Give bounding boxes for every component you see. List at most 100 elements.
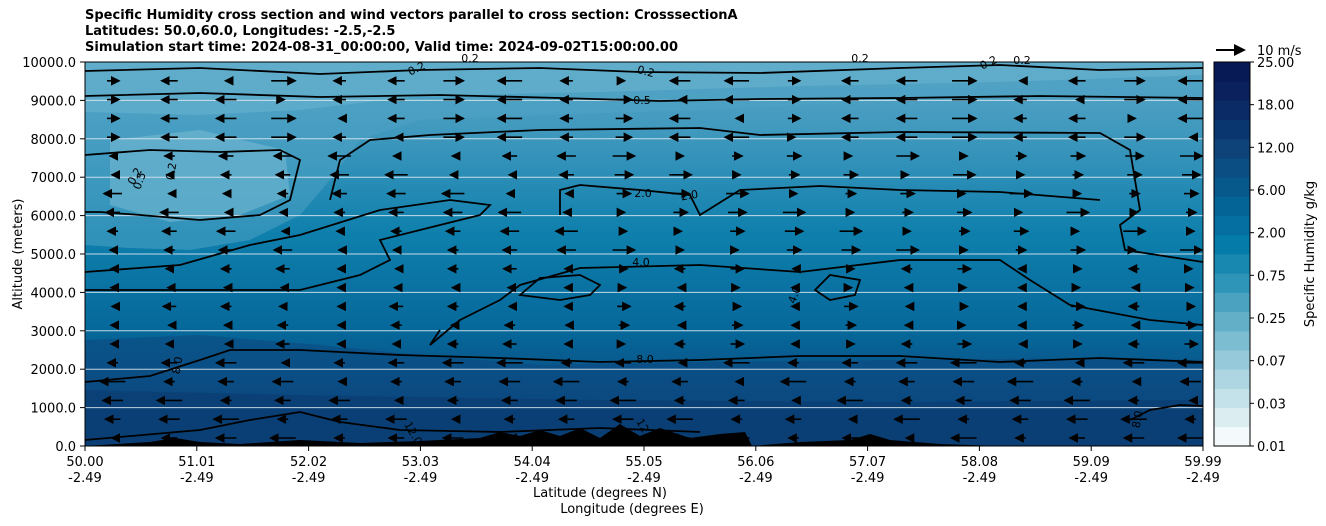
y-tick-label: 0.0: [55, 440, 76, 455]
colorbar-tick-label: 25.00: [1257, 56, 1294, 71]
colorbar-swatch: [1214, 62, 1250, 82]
colorbar-swatch: [1214, 177, 1250, 197]
colorbar-tick-label: 6.00: [1257, 184, 1286, 199]
contour-label: 2.0: [634, 187, 652, 200]
y-tick-label: 1000.0: [31, 402, 77, 417]
x-tick-label-latitude: 54.04: [514, 455, 551, 470]
colorbar-swatch: [1214, 254, 1250, 274]
chart-title: Specific Humidity cross section and wind…: [85, 8, 738, 56]
y-tick-label: 4000.0: [31, 286, 77, 301]
contour-label: 0.5: [131, 170, 149, 191]
contour-4.0-island-2: [813, 274, 862, 301]
very-moist-region: [85, 390, 1203, 446]
contour-8.0-right: [1129, 404, 1204, 421]
x-tick-label-latitude: 51.01: [178, 455, 215, 470]
contour-label: 8.0: [636, 353, 654, 366]
x-tick-label-longitude: -2.49: [404, 471, 438, 486]
contour-label: 8.0: [170, 356, 186, 375]
wind-reference-label: 10 m/s: [1257, 44, 1302, 59]
contour-label: 0.2: [851, 52, 869, 65]
contour-label: 4.0: [632, 256, 650, 269]
colorbar-tick-label: 12.00: [1257, 141, 1294, 156]
colorbar-swatch: [1214, 292, 1250, 313]
y-tick-label: 10000.0: [22, 56, 76, 71]
contour-4.0: [429, 259, 1204, 346]
contour-2.0-mid: [559, 184, 1101, 217]
colorbar-swatch: [1214, 426, 1250, 447]
wind-vectors: [98, 76, 1204, 443]
x-tick-label-longitude: -2.49: [627, 471, 661, 486]
x-tick-label-longitude: -2.49: [515, 471, 549, 486]
colorbar-swatch: [1214, 311, 1250, 332]
x-tick-label-latitude: 50.00: [66, 455, 103, 470]
x-axis-label-longitude: Longitude (degrees E): [560, 502, 704, 517]
x-tick-label-latitude: 53.03: [402, 455, 439, 470]
colorbar-swatch: [1214, 350, 1250, 370]
y-axis-label: Altitude (meters): [11, 199, 26, 310]
x-tick-label-longitude: -2.49: [292, 471, 326, 486]
colorbar-swatch: [1214, 158, 1250, 178]
x-tick-label-latitude: 52.02: [290, 455, 327, 470]
contour-0.5-left: [84, 149, 302, 221]
title-line-2: Latitudes: 50.0,60.0, Longitudes: -2.5,-…: [85, 24, 396, 39]
contour-label: 0.2: [1013, 54, 1031, 67]
contour-8.0: [84, 349, 1204, 383]
colorbar-tick-label: 18.00: [1257, 99, 1294, 114]
y-tick-label: 8000.0: [31, 133, 77, 148]
colorbar-swatch: [1214, 369, 1250, 389]
colorbar-swatch: [1214, 138, 1250, 159]
wind-reference-key: 10 m/s: [1216, 44, 1302, 59]
colorbar-swatch: [1214, 100, 1250, 121]
contour-4.0-island: [517, 274, 602, 301]
x-tick-label-longitude: -2.49: [963, 471, 997, 486]
colorbar-swatch: [1214, 234, 1250, 255]
contour-label: 0.5: [633, 94, 651, 107]
colorbar-tick-label: 0.01: [1257, 440, 1286, 455]
y-tick-label: 3000.0: [31, 325, 77, 340]
colorbar-swatch: [1214, 330, 1250, 351]
x-tick-label-latitude: 55.05: [625, 455, 662, 470]
title-line-3: Simulation start time: 2024-08-31_00:00:…: [85, 40, 678, 55]
plot-area: 0.20.20.20.2 0.2 0.20.50.52.0 2.04.04.08.0 8…: [84, 52, 1204, 447]
contour-2.0-left: [84, 199, 492, 291]
colorbar-tick-label: 0.07: [1257, 355, 1286, 370]
contour-label: 0.2: [636, 63, 656, 80]
colorbar-swatch: [1214, 81, 1250, 101]
y-tick-label: 5000.0: [31, 248, 77, 263]
colorbar-tick-label: 2.00: [1257, 227, 1286, 242]
x-tick-label-longitude: -2.49: [739, 471, 773, 486]
contour-label: 0.2: [461, 52, 479, 65]
title-line-1: Specific Humidity cross section and wind…: [85, 8, 738, 23]
colorbar-swatch: [1214, 119, 1250, 140]
x-tick-label-longitude: -2.49: [851, 471, 885, 486]
colorbar-swatch: [1214, 215, 1250, 236]
dry-pocket-region: [110, 130, 290, 222]
contour-0.2-top: [84, 64, 1204, 75]
colorbar-swatch: [1214, 273, 1250, 293]
x-tick-label-latitude: 57.07: [849, 455, 886, 470]
colorbar-label: Specific Humidity g/kg: [1303, 181, 1318, 327]
x-tick-label-latitude: 59.09: [1073, 455, 1110, 470]
terrain-profile: [85, 424, 1203, 446]
dry-layer-region: [85, 62, 1203, 250]
colorbar: 0.01 0.03 0.07 0.25 0.75 2.00 6.00 12.00 18.00 25…: [1213, 56, 1294, 455]
contour-lines: [84, 64, 1204, 441]
x-tick-label-longitude: -2.49: [1074, 471, 1108, 486]
contour-2.0: [329, 127, 1204, 263]
colorbar-tick-label: 0.75: [1257, 269, 1286, 284]
colorbar-swatch: [1214, 388, 1250, 409]
y-tick-label: 7000.0: [31, 171, 77, 186]
colorbar-tick-label: 0.03: [1257, 397, 1286, 412]
y-tick-label: 9000.0: [31, 94, 77, 109]
y-axis: 0.0 1000.0 2000.0 3000.0 4000.0 5000.0 6000.0 7…: [22, 56, 85, 455]
x-tick-label-latitude: 58.08: [961, 455, 998, 470]
colorbar-frame: [1213, 61, 1251, 447]
colorbar-tick-label: 0.25: [1257, 312, 1286, 327]
colorbar-swatch: [1214, 407, 1250, 428]
x-axis-label-latitude: Latitude (degrees N): [533, 486, 667, 501]
x-axis: 50.00-2.4951.01-2.4952.02-2.4953.03-2.49…: [66, 446, 1222, 486]
y-tick-label: 2000.0: [31, 363, 77, 378]
x-tick-label-longitude: -2.49: [180, 471, 214, 486]
very-dry-layer-region: [85, 62, 1203, 115]
x-tick-label-longitude: -2.49: [1186, 471, 1220, 486]
